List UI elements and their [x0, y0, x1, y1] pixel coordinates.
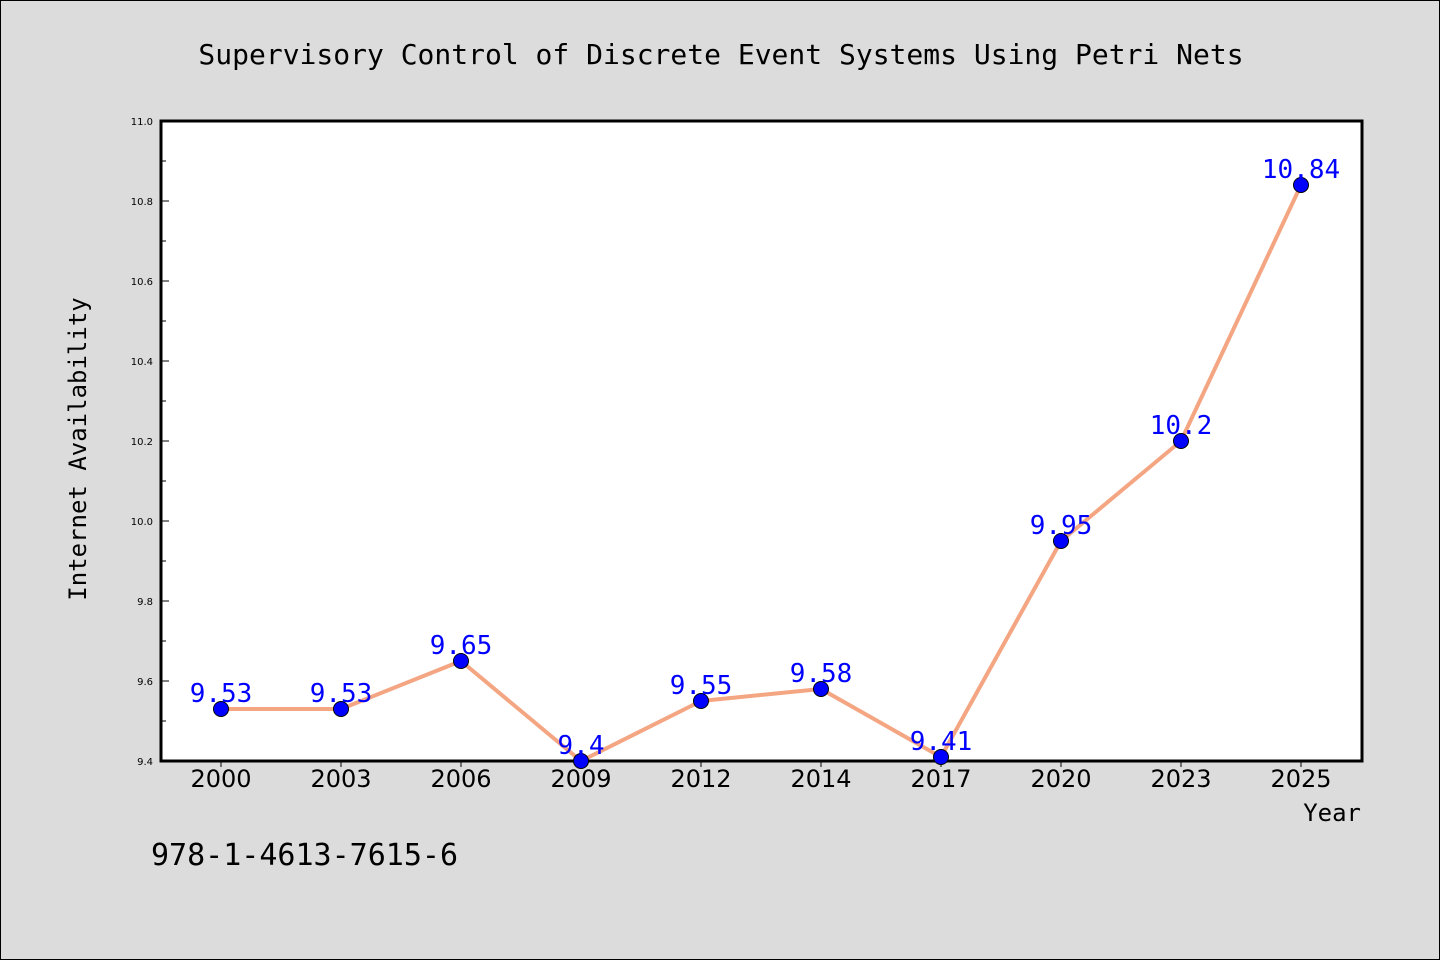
data-label: 9.95: [1030, 511, 1093, 541]
x-tick-label: 2006: [430, 765, 491, 793]
data-label: 9.41: [910, 727, 973, 757]
data-label: 9.65: [430, 631, 493, 661]
y-tick-label: 9.8: [137, 597, 153, 608]
y-axis: 9.4 9.6 9.8 10.0 10.2 10.4 10.6 10.8 11.0: [131, 117, 169, 768]
data-point: [1293, 177, 1309, 193]
x-tick-label: 2014: [790, 765, 851, 793]
series-polyline: [221, 184, 1303, 763]
y-tick-label: 11.0: [131, 117, 153, 128]
data-point: [213, 701, 229, 717]
x-tick-label: 2025: [1270, 765, 1331, 793]
data-label: 10.2: [1150, 411, 1213, 441]
data-point: [573, 753, 589, 769]
isbn-annotation: 978-1-4613-7615-6: [151, 838, 458, 873]
data-label: 9.53: [190, 679, 253, 709]
data-point: [1053, 533, 1069, 549]
data-point: [1173, 433, 1189, 449]
data-point: [453, 653, 469, 669]
plot-area: [159, 119, 1364, 763]
x-tick-label: 2012: [670, 765, 731, 793]
x-tick-label: 2009: [550, 765, 611, 793]
data-point: [333, 701, 349, 717]
series-line: [221, 184, 1303, 763]
data-label: 9.4: [558, 731, 605, 761]
y-tick-label: 9.4: [137, 757, 153, 768]
x-axis-label: Year: [1303, 799, 1361, 827]
data-point: [813, 681, 829, 697]
x-tick-label: 2000: [190, 765, 251, 793]
x-tick-label: 2017: [910, 765, 971, 793]
x-tick-label: 2020: [1030, 765, 1091, 793]
y-tick-label: 10.8: [131, 197, 153, 208]
x-axis: 2000 2003 2006 2009 2012 2014 2017 2020 2023 2025: [190, 761, 1332, 793]
x-tick-label: 2003: [310, 765, 371, 793]
y-axis-label: Internet Availability: [64, 297, 92, 600]
data-labels: 9.53 9.53 9.65 9.4 9.55 9.58 9.41 9.95 10.2 10.84: [190, 155, 1340, 761]
y-tick-label: 10.6: [131, 277, 153, 288]
data-point: [933, 749, 949, 765]
x-tick-label: 2023: [1150, 765, 1211, 793]
data-label: 9.58: [790, 659, 853, 689]
y-tick-label: 10.0: [131, 517, 153, 528]
chart-title: Supervisory Control of Discrete Event Sy…: [198, 38, 1243, 71]
y-tick-label: 10.4: [131, 357, 153, 368]
data-label: 9.55: [670, 671, 733, 701]
series-markers: [213, 177, 1309, 769]
data-label: 10.84: [1262, 155, 1340, 185]
data-point: [693, 693, 709, 709]
y-tick-label: 9.6: [137, 677, 153, 688]
data-label: 9.53: [310, 679, 373, 709]
y-tick-label: 10.2: [131, 437, 153, 448]
